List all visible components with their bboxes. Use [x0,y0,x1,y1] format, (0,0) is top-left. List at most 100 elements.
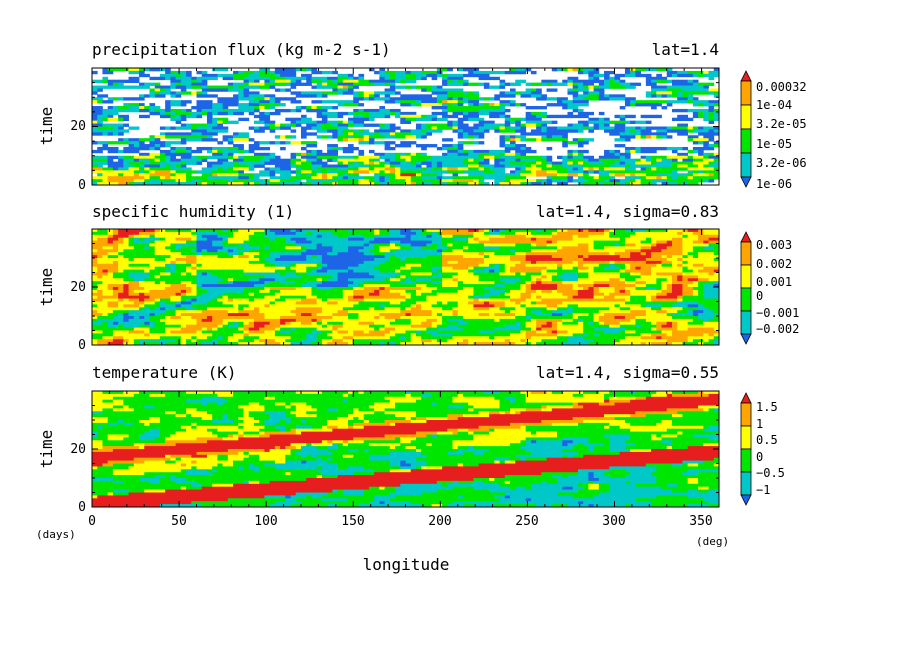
heat-cell [447,234,453,239]
heat-cell [457,126,464,130]
heat-cell [447,263,453,268]
heat-cell [264,237,271,241]
heat-cell [337,76,344,81]
heat-cell [374,155,380,160]
heat-cell [248,111,255,116]
heat-cell [478,246,485,250]
heat-cell [666,161,673,165]
heat-cell [144,144,150,148]
heat-cell [280,167,286,171]
heat-cell [191,234,197,239]
heat-cell [191,182,197,186]
heat-cell [436,263,443,268]
heat-cell [217,258,224,262]
heat-cell [604,240,610,244]
heat-cell [144,94,150,98]
heat-cell [567,126,574,130]
heat-cell [687,117,694,122]
heat-cell [159,111,166,116]
heat-cell [520,144,527,148]
heat-cell [421,88,427,92]
heat-cell [97,126,103,130]
heat-cell [395,167,401,171]
heat-cell [253,182,260,186]
panel-precipitation: precipitation flux (kg m-2 s-1) lat=1.4 … [37,40,807,193]
heat-cell [630,252,636,256]
heat-cell [645,103,652,107]
heat-cell [452,240,459,244]
heat-cell [316,70,323,75]
heat-cell [421,100,427,104]
heat-cell [290,141,297,145]
heat-cell [442,88,448,92]
heat-cell [499,94,506,98]
heat-cell [368,123,375,127]
heat-cell [462,91,469,95]
heat-cell [92,255,98,259]
heat-cell [656,103,662,107]
heat-cell [415,240,422,244]
heat-cell [191,240,197,244]
heat-cell [614,149,621,154]
heat-cell [395,108,401,113]
heat-cell [630,231,636,236]
heat-cell [640,179,647,183]
heat-cell [468,108,474,113]
heat-cell [149,91,156,95]
heat-cell [395,73,401,78]
heat-cell [421,76,427,81]
heat-cell [295,176,302,180]
heat-cell [374,123,380,127]
heat-cell [624,234,631,239]
heat-cell [567,68,574,72]
heat-cell [363,231,370,236]
heat-cell [478,164,485,168]
heat-cell [154,246,161,250]
heat-cell [515,231,521,236]
heat-cell [415,258,422,262]
heat-cell [269,94,276,98]
heat-cell [348,138,354,142]
heat-cell [572,234,579,239]
heat-cell [395,126,401,130]
heat-cell [253,120,260,124]
heat-cell [426,155,433,160]
heat-cell [139,249,145,253]
heat-cell [374,229,380,233]
heat-cell [473,240,480,244]
heat-cell [92,237,98,241]
heat-cell [583,138,589,142]
heat-cell [515,240,521,244]
heat-cell [379,167,386,171]
heat-cell [306,260,312,265]
heat-cell [630,149,636,154]
heat-cell [233,240,239,244]
heat-cell [238,94,244,98]
heat-cell [572,100,579,104]
heat-cell [133,126,140,130]
heat-cell [562,68,568,72]
panel-1-annotation: lat=1.4 [652,40,719,59]
heat-cell [405,155,412,160]
heat-cell [624,120,631,124]
heat-cell [520,149,527,154]
heat-cell [421,249,427,253]
heat-cell [510,129,516,133]
heat-cell [358,167,365,171]
heat-cell [175,94,182,98]
heat-cell [489,234,495,239]
heat-cell [708,155,715,160]
heat-cell [478,249,485,253]
heat-cell [436,123,443,127]
heat-cell [426,176,433,180]
heat-cell [348,144,354,148]
heat-cell [186,108,192,113]
heat-cell [515,263,521,268]
heat-cell [175,135,182,139]
heat-cell [290,179,297,183]
heat-cell [191,260,197,265]
heat-cell [118,252,124,256]
heat-cell [415,170,422,174]
heat-cell [389,73,396,78]
heat-cell [180,103,187,107]
